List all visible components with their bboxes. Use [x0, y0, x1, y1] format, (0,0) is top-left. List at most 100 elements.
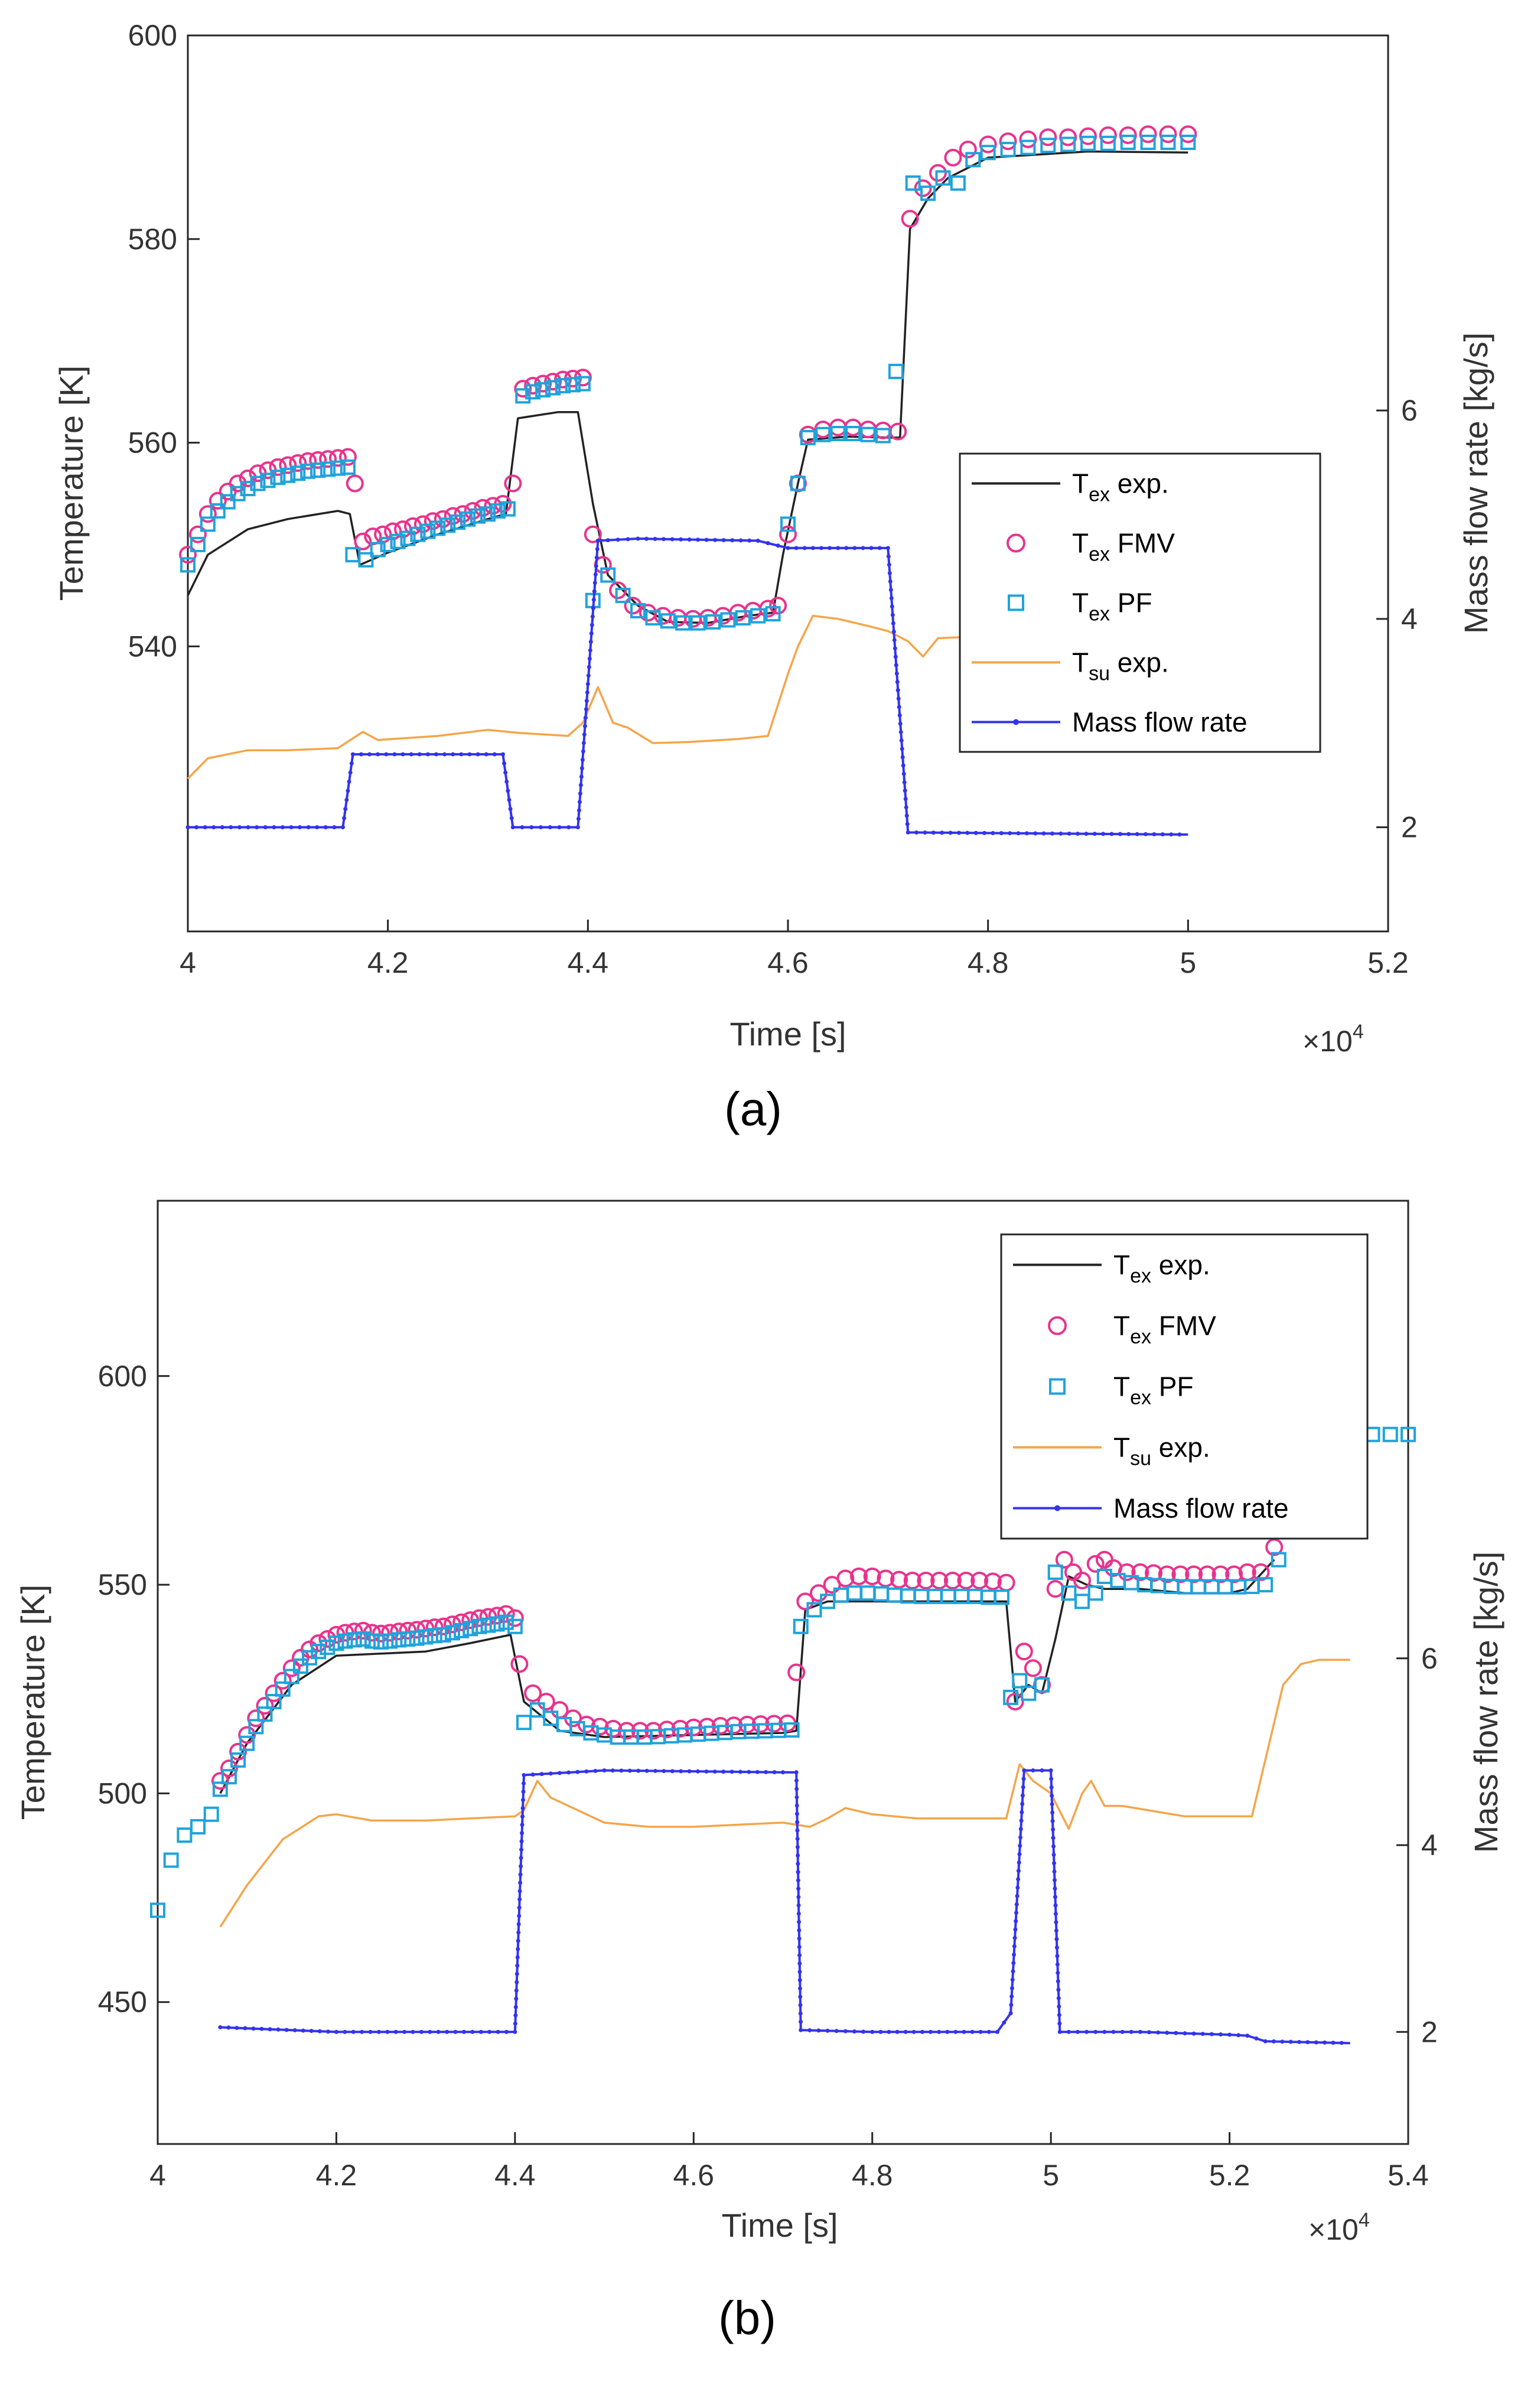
dot-mass-flow-rate-b-184: [1040, 1768, 1044, 1773]
caption-a: (a): [724, 1083, 782, 1135]
dot-mass-flow-rate-b-55: [519, 1864, 523, 1869]
dot-mass-flow-rate-b-164: [1014, 1919, 1018, 1924]
dot-mass-flow-rate-a-69: [581, 741, 586, 745]
dot-mass-flow-rate-b-245: [1314, 2040, 1318, 2045]
marker-t-ex-fmv-b-77: [1055, 1550, 1073, 1569]
marker-t-ex-pf-b-24: [382, 1633, 398, 1649]
marker-t-ex-fmv-b-80: [1086, 1555, 1105, 1573]
marker-t-ex-fmv-b-93: [1252, 1563, 1270, 1581]
dot-mass-flow-rate-a-143: [895, 688, 900, 693]
legend-label-b-4: Mass flow rate: [1113, 1493, 1289, 1524]
legend-label-b-1: Tex FMV: [1113, 1311, 1216, 1348]
marker-t-ex-pf-a-32: [500, 501, 516, 517]
dot-mass-flow-rate-b-142: [920, 2029, 924, 2034]
dot-mass-flow-rate-b-57: [519, 1847, 524, 1852]
y-right-tick-label-a-1: 4: [1401, 602, 1418, 636]
dot-mass-flow-rate-b-40: [514, 1988, 519, 1993]
marker-t-ex-fmv-a-17: [346, 474, 364, 493]
marker-t-ex-fmv-b-73: [1015, 1643, 1033, 1661]
dot-mass-flow-rate-b-197: [1052, 1869, 1057, 1874]
dot-mass-flow-rate-b-143: [929, 2029, 933, 2034]
marker-t-ex-fmv-b-59: [836, 1569, 855, 1588]
dot-mass-flow-rate-b-192: [1051, 1827, 1056, 1832]
marker-t-ex-pf-a-10: [280, 467, 296, 483]
dot-mass-flow-rate-b-163: [1013, 1927, 1018, 1932]
dot-mass-flow-rate-b-77: [619, 1768, 624, 1773]
dot-mass-flow-rate-a-13: [298, 825, 302, 830]
dot-mass-flow-rate-a-43: [492, 752, 497, 757]
dot-mass-flow-rate-b-34: [504, 2029, 509, 2034]
marker-t-ex-pf-a-58: [845, 426, 861, 442]
dot-mass-flow-rate-a-47: [504, 779, 509, 784]
dot-mass-flow-rate-a-121: [844, 546, 849, 550]
dot-mass-flow-rate-a-181: [1084, 832, 1089, 836]
dot-mass-flow-rate-a-171: [999, 831, 1004, 836]
dot-mass-flow-rate-a-140: [894, 663, 898, 667]
dot-mass-flow-rate-a-134: [890, 612, 895, 617]
dot-mass-flow-rate-a-120: [836, 546, 841, 550]
dot-mass-flow-rate-b-111: [796, 1886, 801, 1891]
marker-t-ex-fmv-b-60: [850, 1567, 868, 1585]
dot-mass-flow-rate-a-71: [582, 724, 587, 728]
dot-mass-flow-rate-b-21: [393, 2029, 398, 2034]
dot-mass-flow-rate-a-185: [1118, 832, 1122, 836]
dot-mass-flow-rate-a-175: [1033, 831, 1038, 836]
marker-t-ex-pf-a-5: [230, 485, 246, 501]
dot-mass-flow-rate-b-15: [343, 2029, 347, 2034]
dot-mass-flow-rate-a-81: [588, 640, 593, 644]
dot-mass-flow-rate-b-107: [796, 1853, 800, 1858]
marker-t-ex-pf-b-22: [364, 1633, 380, 1649]
dot-mass-flow-rate-b-175: [1018, 1827, 1023, 1832]
marker-t-ex-pf-b-16: [311, 1644, 327, 1660]
marker-t-ex-pf-a-41: [600, 567, 616, 583]
dot-mass-flow-rate-a-9: [263, 825, 268, 830]
marker-t-ex-pf-b-20: [346, 1632, 362, 1648]
legend-label-b-3: Tsu exp.: [1113, 1432, 1210, 1470]
y-right-tick-label-b-0: 6: [1421, 1642, 1438, 1675]
dot-mass-flow-rate-b-171: [1017, 1860, 1021, 1865]
dot-mass-flow-rate-b-85: [687, 1769, 692, 1774]
legend-label-a-2: Tex PF: [1072, 588, 1152, 625]
dot-mass-flow-rate-b-227: [1156, 2030, 1161, 2035]
dot-mass-flow-rate-a-149: [899, 738, 904, 743]
marker-t-ex-fmv-a-78: [1159, 125, 1177, 144]
dot-mass-flow-rate-b-200: [1053, 1895, 1057, 1899]
marker-t-ex-fmv-a-70: [999, 132, 1017, 151]
y-left-tick-label-a-0: 600: [128, 19, 177, 52]
dot-mass-flow-rate-b-216: [1057, 2029, 1062, 2034]
dot-mass-flow-rate-b-114: [796, 1911, 801, 1916]
dot-mass-flow-rate-b-237: [1245, 2034, 1250, 2038]
dot-mass-flow-rate-a-101: [670, 537, 675, 542]
marker-t-ex-pf-a-24: [420, 523, 436, 539]
dot-mass-flow-rate-a-155: [903, 788, 907, 793]
dot-mass-flow-rate-a-0: [185, 825, 190, 830]
dot-mass-flow-rate-a-135: [891, 621, 895, 625]
dot-mass-flow-rate-b-169: [1016, 1877, 1021, 1882]
dot-mass-flow-rate-b-63: [521, 1798, 526, 1803]
marker-t-ex-pf-b-6: [221, 1769, 237, 1785]
dot-mass-flow-rate-b-208: [1055, 1962, 1060, 1967]
x-exponent-a: ×104: [1302, 1021, 1364, 1058]
marker-t-ex-pf-b-21: [355, 1631, 371, 1647]
dot-mass-flow-rate-b-102: [794, 1811, 799, 1816]
dot-mass-flow-rate-a-62: [577, 800, 582, 804]
marker-t-ex-pf-b-19: [337, 1633, 353, 1649]
legend-label-a-1: Tex FMV: [1072, 528, 1175, 566]
dot-mass-flow-rate-a-117: [810, 546, 815, 550]
dot-mass-flow-rate-a-152: [901, 763, 906, 768]
dot-mass-flow-rate-a-110: [747, 538, 752, 543]
chart-panel-b: 4 4.2 4.4 4.6 4.8 5 5.2 5.4 600 550 500 450 6 4 2 Temp…: [14, 1200, 1504, 2344]
dot-mass-flow-rate-a-95: [615, 537, 620, 542]
y-right-tick-label-a-2: 2: [1401, 811, 1418, 844]
dot-mass-flow-rate-a-187: [1135, 832, 1139, 836]
line-t-ex-exp-b: [219, 1559, 1275, 1794]
dot-mass-flow-rate-a-85: [591, 606, 595, 611]
dot-mass-flow-rate-a-103: [687, 537, 692, 542]
dot-mass-flow-rate-a-86: [591, 597, 596, 602]
legend-box-a: [959, 452, 1321, 753]
marker-t-ex-fmv-a-6: [239, 469, 257, 487]
marker-t-ex-fmv-a-13: [309, 451, 327, 469]
marker-t-ex-fmv-b-33: [506, 1609, 524, 1627]
marker-t-ex-pf-b-2: [177, 1827, 193, 1843]
dot-mass-flow-rate-a-142: [895, 679, 900, 684]
